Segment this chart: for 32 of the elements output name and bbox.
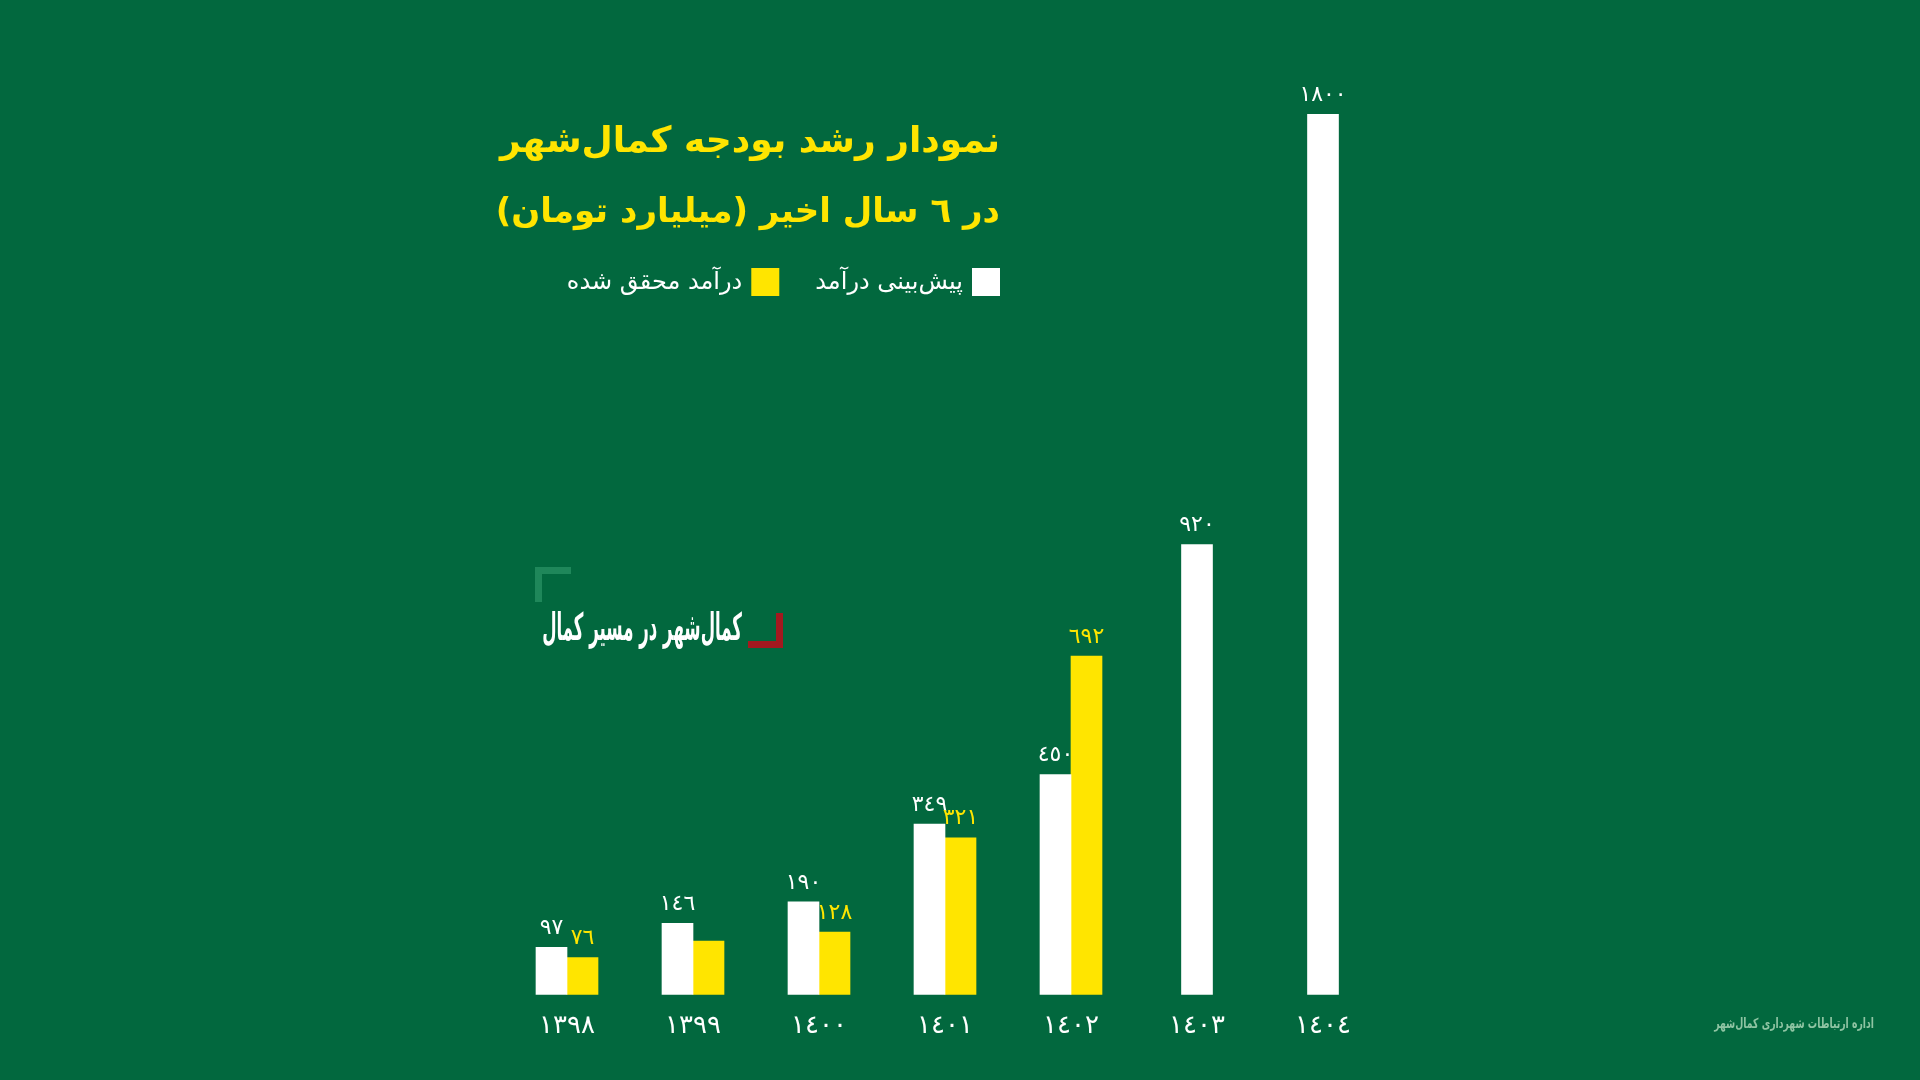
x-tick-label: ١٣٩٨ (539, 1009, 595, 1040)
legend-label: درآمد محقق شده (566, 266, 743, 296)
bar (818, 931, 851, 995)
data-label: ١٤٦ (659, 890, 696, 916)
data-label: ٦٩٢ (1068, 622, 1105, 648)
bar (692, 940, 725, 995)
text: اداره ارتباطات شهرداری کمال‌شهر (1713, 1015, 1874, 1033)
chart-title: نمودار رشد بودجه کمال‌شهر (497, 119, 1000, 161)
x-tick-label: ١٤٠٢ (1043, 1009, 1099, 1040)
data-label: ١٢٨ (816, 898, 853, 924)
x-tick-label: ١٤٠٣ (1169, 1009, 1225, 1040)
data-label: ٧٦ (570, 924, 595, 950)
data-label: ٩٢٠ (1179, 511, 1215, 537)
bar (535, 947, 568, 995)
data-label: ١٩٠ (785, 868, 822, 894)
data-label: ٤٥٠ (1037, 741, 1074, 767)
bar (566, 957, 599, 995)
bar (1039, 774, 1072, 995)
bar (661, 923, 694, 995)
bar (787, 901, 820, 995)
bar (1070, 655, 1103, 995)
legend-label: پیش‌بینی درآمد (815, 266, 963, 296)
text: در ٦ سال اخیر (میلیارد تومان) (495, 190, 1000, 231)
bar (913, 823, 946, 995)
x-tick-label: ١٤٠٠ (791, 1009, 847, 1040)
annotation: کمال‌شهر در مسیر کمال (542, 605, 743, 650)
x-tick-label: ١٤٠٤ (1295, 1009, 1351, 1040)
data-label: ١٨٠٠ (1299, 80, 1347, 106)
data-label: ٩٧ (539, 914, 564, 940)
x-tick-label: ١٤٠١ (917, 1009, 973, 1040)
bar (944, 837, 977, 995)
x-tick-label: ١٣٩٩ (665, 1009, 721, 1040)
